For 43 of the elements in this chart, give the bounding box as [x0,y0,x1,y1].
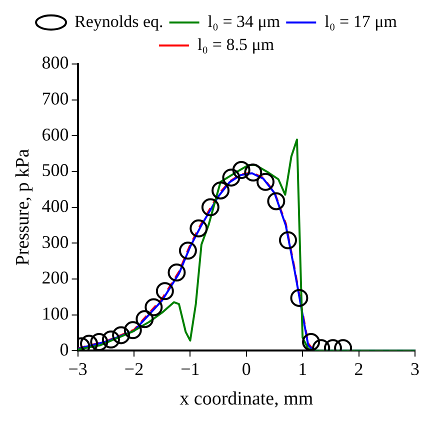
legend-label: Reynolds eq. [74,12,164,31]
y-tick-label: 800 [42,52,69,73]
y-tick-label: 200 [42,268,69,288]
y-tick-label: 0 [60,339,69,360]
y-axis-title: Pressure, p kPa [12,148,34,266]
point [256,172,275,191]
y-tick-label: 600 [42,124,69,144]
x-tick-label: 3 [410,359,420,380]
point [102,330,120,348]
point [201,198,220,216]
point [212,181,230,200]
y-tick-label: 500 [42,160,69,180]
legend-label: l₀ = 17 μm [324,12,397,31]
point [290,288,308,307]
y-tick-label: 100 [42,304,69,324]
y-tick-label: 400 [42,196,69,216]
point [244,164,262,182]
point [156,282,174,300]
point [112,326,130,344]
point [168,264,186,282]
point [222,168,240,187]
y-tick-label: 300 [42,232,69,252]
legend-label: l₀ = 34 μm [208,12,280,31]
point [80,334,98,351]
x-tick-label: −2 [124,359,144,380]
point [190,219,208,238]
x-tick-label: 2 [354,359,364,380]
point [124,321,142,340]
point [144,298,163,316]
point [178,242,197,260]
y-tick-label: 700 [42,88,69,109]
legend-label: l₀ = 8.5 μm [197,34,274,54]
point [232,161,250,180]
x-tick-label: 1 [298,359,308,380]
point [278,231,297,250]
point [267,192,286,210]
x-tick-label: 0 [242,359,251,380]
x-tick-label: −3 [68,359,88,380]
point [302,333,320,351]
point [136,310,154,328]
x-tick-label: −1 [180,359,200,380]
x-axis-title: x coordinate, mm [180,388,314,410]
point [90,333,108,351]
